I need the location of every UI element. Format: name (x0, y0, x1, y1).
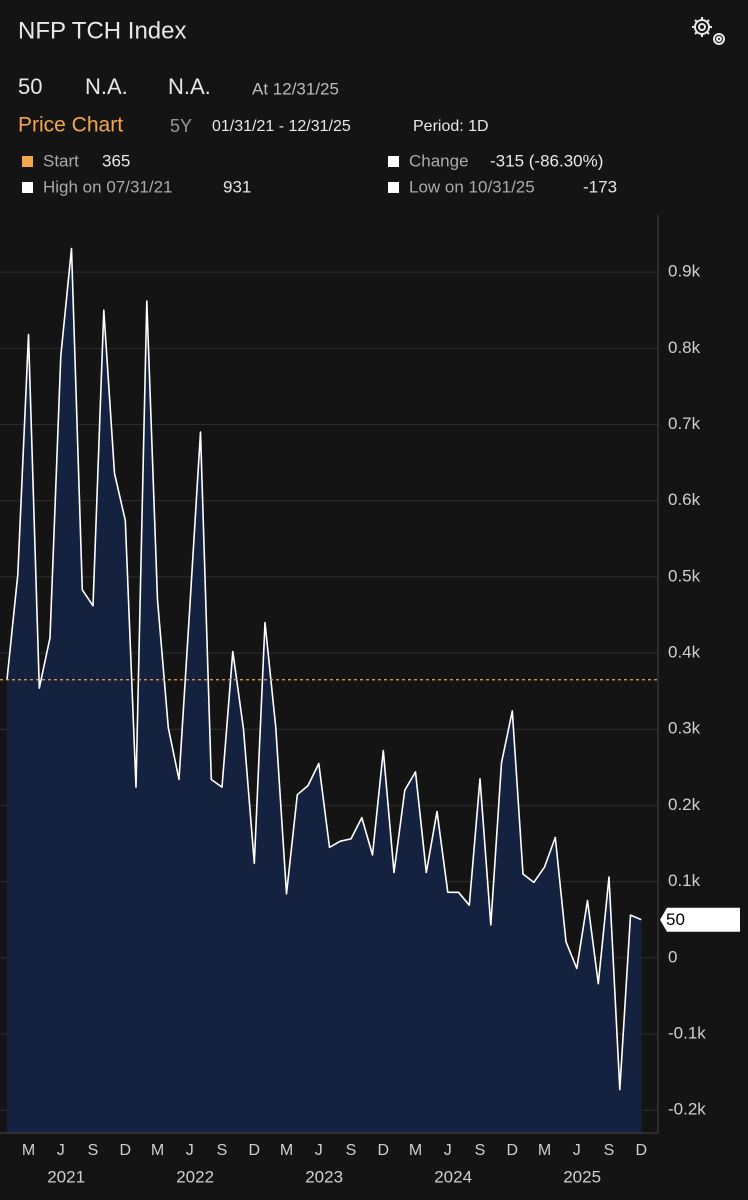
year-label: 2025 (563, 1167, 601, 1186)
x-tick-label: M (538, 1142, 551, 1159)
y-tick-label: 0.5k (668, 566, 701, 585)
y-tick-label: 0 (668, 947, 677, 966)
x-tick-label: J (57, 1142, 65, 1159)
y-tick-label: 0.3k (668, 719, 701, 738)
legend-value: 931 (223, 177, 251, 196)
y-tick-label: 0.1k (668, 871, 701, 890)
price-tag (660, 907, 740, 932)
x-tick-label: S (604, 1142, 615, 1159)
title: NFP TCH Index (18, 17, 187, 44)
x-tick-label: J (315, 1142, 323, 1159)
x-tick-label: S (346, 1142, 357, 1159)
x-tick-label: D (506, 1142, 518, 1159)
x-tick-label: M (280, 1142, 293, 1159)
x-tick-label: M (22, 1142, 35, 1159)
y-tick-label: -0.1k (668, 1023, 706, 1042)
x-tick-label: D (377, 1142, 389, 1159)
year-label: 2023 (305, 1167, 343, 1186)
dates: 01/31/21 - 12/31/25 (212, 118, 351, 135)
y-tick-label: 0.4k (668, 643, 701, 662)
field: N.A. (168, 74, 211, 99)
line (6, 247, 642, 1091)
x-tick-label: S (475, 1142, 486, 1159)
legend-label: Start (43, 151, 79, 170)
x-tick-label: D (635, 1142, 647, 1159)
legend-label: Change (409, 151, 469, 170)
price-tag-label: 50 (666, 910, 685, 929)
x-tick-label: D (119, 1142, 131, 1159)
x-tick-label: S (88, 1142, 99, 1159)
legend-swatch (22, 182, 33, 193)
y-tick-label: 0.8k (668, 338, 701, 357)
x-tick-label: D (248, 1142, 260, 1159)
x-tick-label: J (573, 1142, 581, 1159)
y-tick-label: 0.6k (668, 490, 701, 509)
area (7, 248, 642, 1133)
y-tick-label: 0.2k (668, 795, 701, 814)
range[interactable]: 5Y (170, 116, 192, 136)
legend-value: 365 (102, 151, 130, 170)
field: N.A. (85, 74, 128, 99)
legend-swatch (388, 182, 399, 193)
legend-swatch (22, 156, 33, 167)
x-tick-label: M (409, 1142, 422, 1159)
x-tick-label: J (444, 1142, 452, 1159)
tab[interactable]: Price Chart (18, 114, 123, 137)
as-of: At 12/31/25 (252, 79, 339, 98)
y-tick-label: 0.9k (668, 262, 701, 281)
plot: -0.2k -0.1k 0 0.1k 0.2k 0.3k 0.4k 0.5k 0.6k 0.7k 0… (0, 215, 740, 1186)
year-label: 2021 (47, 1167, 85, 1186)
y-tick-label: 0.7k (668, 414, 701, 433)
settings-icon[interactable] (692, 17, 725, 45)
legend-label: High on 07/31/21 (43, 177, 173, 196)
x-tick-label: J (186, 1142, 194, 1159)
legend-value: -173 (583, 177, 617, 196)
period: Period: 1D (413, 118, 489, 135)
legend-swatch (388, 156, 399, 167)
last-price: 50 (18, 74, 42, 99)
year-label: 2024 (434, 1167, 472, 1186)
x-tick-label: S (217, 1142, 228, 1159)
year-label: 2022 (176, 1167, 214, 1186)
y-tick-label: -0.2k (668, 1100, 706, 1119)
legend-label: Low on 10/31/25 (409, 177, 535, 196)
legend-value: -315 (-86.30%) (490, 151, 603, 170)
x-tick-label: M (151, 1142, 164, 1159)
